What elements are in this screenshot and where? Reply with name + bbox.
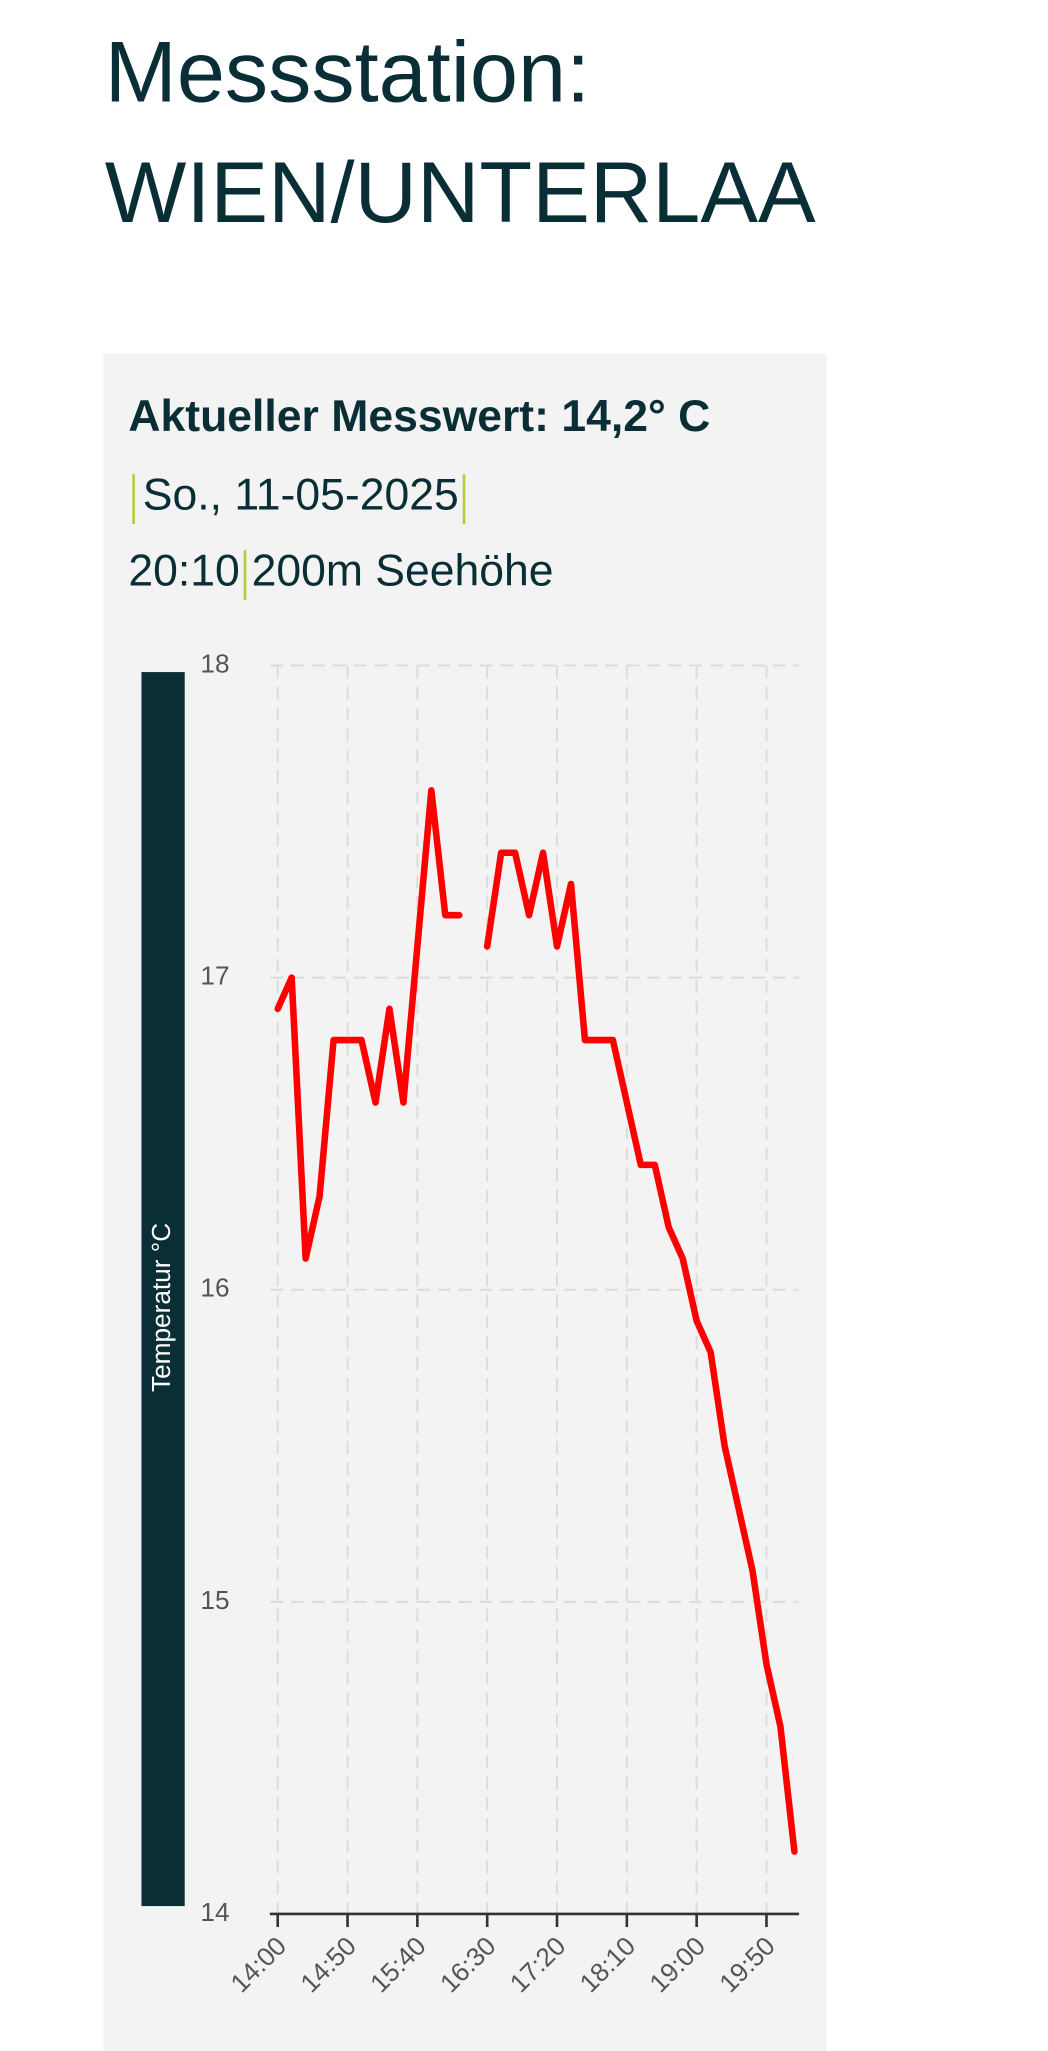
y-tick-label: 16	[200, 1273, 229, 1303]
separator	[243, 550, 247, 601]
panel	[103, 353, 827, 2051]
y-axis-label: Temperatur °C	[146, 1223, 176, 1392]
current-value: Aktueller Messwert: 14,2° C	[128, 392, 710, 441]
separator	[132, 474, 135, 525]
y-tick-label: 15	[200, 1585, 229, 1615]
separator	[462, 474, 466, 525]
temperature-line	[274, 787, 798, 1855]
date: So., 11-05-2025	[143, 471, 459, 520]
title: WIEN/UNTERLAA	[105, 145, 816, 241]
y-label-bar	[141, 672, 185, 1907]
time: 20:10	[128, 547, 239, 596]
y-tick-label: 14	[200, 1897, 229, 1927]
y-tick-label: 17	[200, 961, 229, 991]
altitude: 200m Seehöhe	[252, 547, 554, 596]
y-tick-label: 18	[200, 648, 229, 678]
title: Messstation:	[105, 24, 590, 120]
